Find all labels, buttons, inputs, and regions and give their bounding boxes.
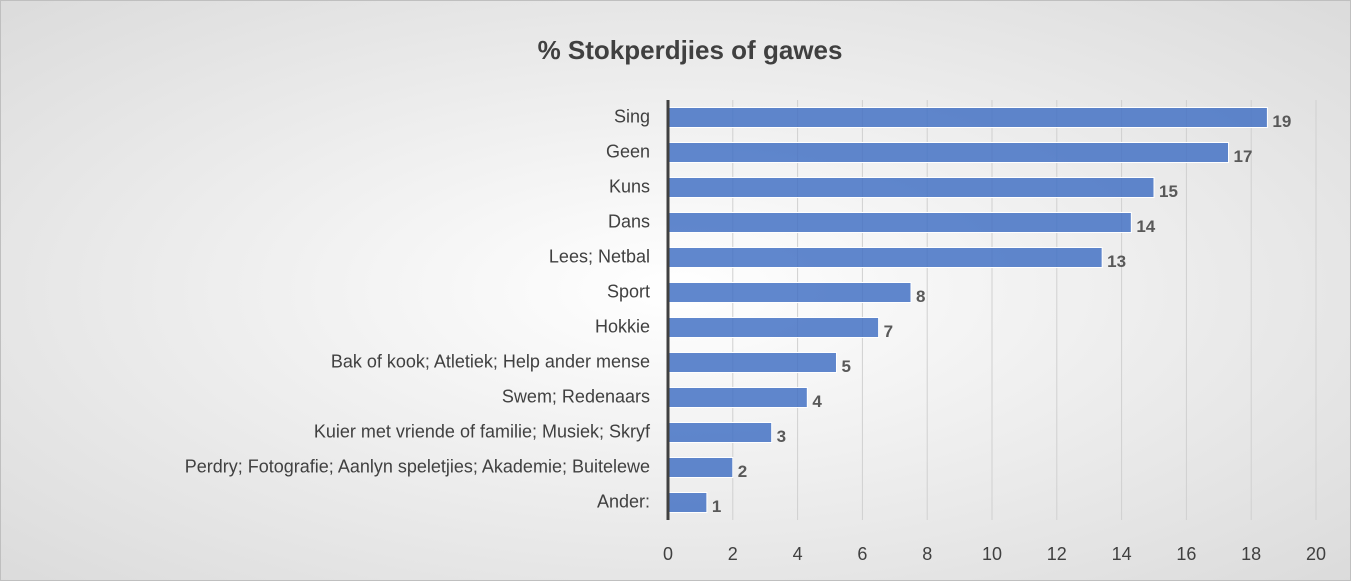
- data-label: 7: [884, 322, 893, 341]
- bar: [667, 212, 1132, 233]
- y-tick-label: Geen: [606, 141, 650, 161]
- x-tick-label: 6: [857, 544, 867, 564]
- data-label: 14: [1136, 217, 1155, 236]
- x-tick-label: 10: [982, 544, 1002, 564]
- y-tick-label: Kuier met vriende of familie; Musiek; Sk…: [314, 421, 651, 441]
- bar: [667, 492, 708, 513]
- x-tick-label: 16: [1176, 544, 1196, 564]
- bar: [667, 387, 808, 408]
- bar: [667, 422, 773, 443]
- y-tick-label: Hokkie: [595, 316, 650, 336]
- x-tick-label: 12: [1047, 544, 1067, 564]
- bar: [667, 107, 1268, 128]
- x-tick-label: 8: [922, 544, 932, 564]
- bar: [667, 457, 734, 478]
- y-tick-label: Bak of kook; Atletiek; Help ander mense: [331, 351, 650, 371]
- y-tick-label: Sing: [614, 106, 650, 126]
- bar: [667, 317, 880, 338]
- grid: [732, 100, 1317, 520]
- data-label: 15: [1159, 182, 1178, 201]
- y-tick-label: Ander:: [597, 491, 650, 511]
- data-label: 19: [1272, 112, 1291, 131]
- x-tick-label: 18: [1241, 544, 1261, 564]
- x-tick-label: 2: [728, 544, 738, 564]
- y-tick-label: Perdry; Fotografie; Aanlyn speletjies; A…: [185, 456, 650, 476]
- bar: [667, 247, 1103, 268]
- data-label: 8: [916, 287, 925, 306]
- data-label: 3: [777, 427, 786, 446]
- y-tick-label: Kuns: [609, 176, 650, 196]
- plot: [667, 107, 1268, 513]
- y-tick-label: Swem; Redenaars: [502, 386, 650, 406]
- bar: [667, 282, 912, 303]
- x-tick-label: 0: [663, 544, 673, 564]
- bar: [667, 177, 1155, 198]
- y-tick-label: Dans: [608, 211, 650, 231]
- data-label: 1: [712, 497, 721, 516]
- y-tick-label: Lees; Netbal: [549, 246, 650, 266]
- bar: [667, 352, 837, 373]
- data-label: 13: [1107, 252, 1126, 271]
- x-tick-label: 20: [1306, 544, 1326, 564]
- y-tick-label: Sport: [607, 281, 650, 301]
- x-tick-label: 4: [793, 544, 803, 564]
- data-label: 5: [841, 357, 850, 376]
- data-label: 4: [812, 392, 822, 411]
- x-tick-label: 14: [1112, 544, 1132, 564]
- data-label: 17: [1234, 147, 1253, 166]
- bar: [667, 142, 1230, 163]
- data-label: 2: [738, 462, 747, 481]
- chart-title: % Stokperdjies of gawes: [538, 35, 843, 65]
